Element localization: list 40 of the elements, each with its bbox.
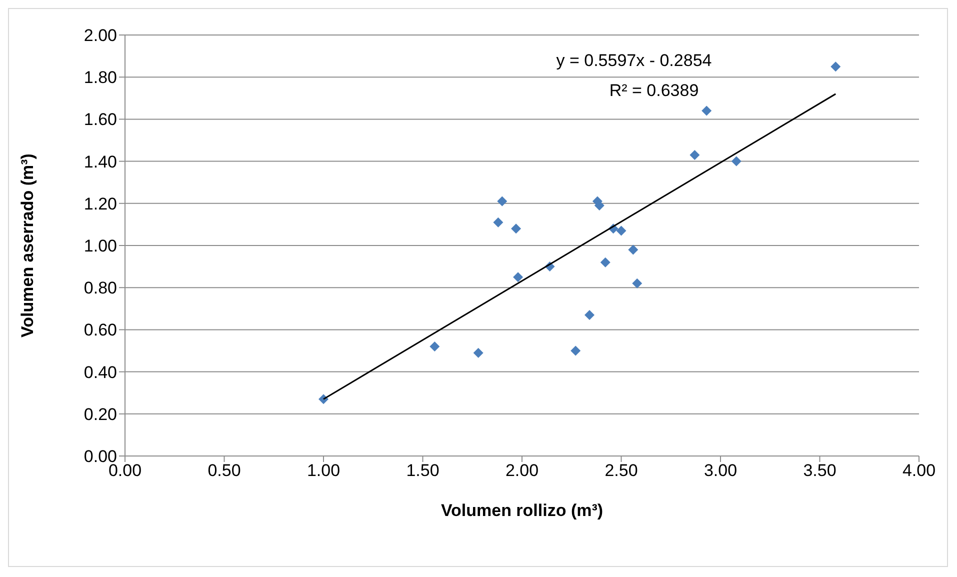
point [493, 217, 504, 228]
point [584, 310, 594, 320]
point [497, 196, 508, 206]
y-tick-label: 1.20 [84, 194, 117, 214]
point [473, 348, 484, 358]
y-tick-label: 1.40 [84, 152, 117, 172]
x-tick-label: 2.00 [505, 461, 539, 480]
x-tick-label: 0.00 [108, 461, 142, 480]
x-axis-title: Volumen rollizo (m³) [440, 501, 604, 520]
point [830, 62, 841, 72]
y-tick-label: 0.60 [84, 320, 117, 340]
y-tick-label: 1.00 [84, 236, 117, 256]
annotation: y = 0.5597x - 0.2854 [555, 51, 713, 71]
y-tick-label: 1.80 [84, 68, 117, 88]
x-tick-label: 4.00 [902, 461, 936, 480]
x-tick-label: 3.50 [803, 461, 836, 480]
point [600, 257, 610, 268]
y-tick-label: 2.00 [84, 26, 117, 46]
point [430, 342, 440, 352]
y-axis-title: Volumen aserrado (m³) [18, 154, 38, 338]
point [570, 346, 581, 356]
point [702, 106, 712, 116]
x-tick-label: 1.50 [406, 461, 440, 480]
point [511, 224, 522, 234]
x-tick-label: 2.50 [604, 461, 638, 480]
y-tick-label: 0.20 [84, 404, 117, 424]
y-tick-label: 0.80 [84, 278, 117, 298]
x-tick-label: 0.50 [208, 461, 241, 480]
point [594, 200, 604, 211]
point [731, 156, 742, 166]
y-tick-label: 1.60 [84, 110, 117, 130]
y-tick-label: 0.40 [84, 362, 117, 382]
point [628, 244, 638, 255]
annotation: R² = 0.6389 [608, 81, 700, 101]
point [632, 278, 642, 288]
point [616, 226, 626, 236]
point [513, 272, 524, 282]
x-tick-label: 3.00 [704, 461, 738, 480]
x-tick-label: 1.00 [306, 461, 340, 480]
point [690, 150, 700, 160]
